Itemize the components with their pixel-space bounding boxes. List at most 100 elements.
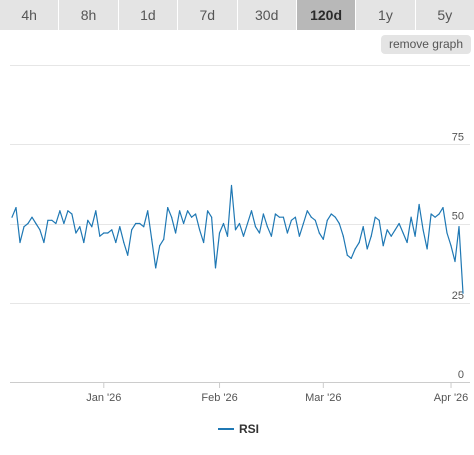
- rsi-data-point: [422, 229, 424, 231]
- rsi-data-point: [462, 292, 464, 294]
- rsi-data-point: [95, 210, 97, 212]
- rsi-data-point: [230, 184, 233, 187]
- tab-range-4h[interactable]: 4h: [0, 0, 59, 30]
- rsi-data-point: [386, 229, 388, 231]
- rsi-data-point: [127, 254, 129, 256]
- rsi-data-point: [151, 238, 153, 240]
- rsi-data-point: [458, 226, 460, 228]
- rsi-data-point: [11, 216, 13, 218]
- rsi-data-point: [135, 222, 137, 225]
- rsi-data-point: [211, 216, 213, 218]
- rsi-data-point: [71, 213, 73, 215]
- rsi-data-point: [187, 210, 189, 212]
- rsi-data-point: [175, 232, 177, 234]
- rsi-data-point: [191, 216, 193, 218]
- rsi-data-point: [370, 235, 372, 237]
- rsi-data-point: [322, 238, 324, 240]
- rsi-data-point: [242, 235, 245, 237]
- rsi-data-point: [286, 232, 288, 234]
- rsi-data-point: [131, 229, 133, 231]
- tab-range-120d[interactable]: 120d: [296, 0, 356, 30]
- rsi-data-point: [214, 267, 217, 269]
- rsi-data-point: [442, 207, 444, 209]
- rsi-data-point: [346, 254, 348, 256]
- tab-range-7d[interactable]: 7d: [178, 0, 237, 30]
- x-tick-label: Apr '26: [434, 392, 469, 404]
- rsi-data-point: [294, 216, 296, 218]
- rsi-data-point: [147, 210, 149, 212]
- remove-graph-button[interactable]: remove graph: [380, 35, 471, 54]
- rsi-data-point: [438, 213, 440, 215]
- chart-legend[interactable]: RSI: [218, 421, 259, 437]
- rsi-data-point: [430, 213, 432, 215]
- rsi-data-point: [139, 222, 141, 225]
- rsi-data-point: [155, 267, 157, 269]
- rsi-data-point: [270, 235, 272, 237]
- rsi-data-point: [23, 226, 25, 228]
- rsi-data-point: [254, 226, 257, 228]
- rsi-data-point: [358, 241, 360, 244]
- rsi-data-point: [330, 213, 332, 215]
- rsi-data-point: [163, 238, 165, 240]
- rsi-data-point: [282, 216, 284, 218]
- rsi-data-point: [59, 210, 61, 212]
- rsi-data-point: [338, 222, 340, 225]
- x-tick-label: Jan '26: [86, 392, 121, 404]
- time-range-tabs: 4h 8h 1d 7d 30d 120d 1y 5y: [0, 0, 474, 30]
- x-tick-label: Mar '26: [305, 392, 341, 404]
- rsi-data-point: [83, 241, 85, 244]
- rsi-data-point: [306, 210, 308, 212]
- rsi-data-point: [410, 216, 412, 218]
- y-tick-label: 75: [452, 131, 464, 143]
- y-tick-label: 50: [452, 211, 464, 223]
- rsi-data-point: [266, 226, 268, 228]
- rsi-data-point: [414, 235, 416, 237]
- rsi-data-point: [318, 232, 320, 234]
- rsi-data-point: [87, 219, 89, 221]
- rsi-data-point: [119, 226, 121, 228]
- rsi-data-point: [218, 232, 221, 234]
- rsi-data-point: [394, 229, 396, 231]
- rsi-data-point: [79, 226, 81, 228]
- rsi-data-point: [382, 245, 384, 247]
- rsi-data-point: [398, 222, 400, 225]
- rsi-data-point: [326, 219, 328, 221]
- rsi-data-point: [91, 226, 93, 228]
- rsi-data-point: [450, 245, 452, 247]
- tab-range-8h[interactable]: 8h: [59, 0, 118, 30]
- rsi-data-point: [226, 235, 229, 237]
- y-axis-ticks: 0 25 50 75: [452, 131, 464, 381]
- rsi-data-point: [362, 226, 364, 228]
- rsi-data-point: [107, 232, 109, 234]
- rsi-data-point: [274, 213, 276, 215]
- rsi-data-point: [203, 241, 205, 244]
- legend-label-rsi: RSI: [239, 422, 260, 436]
- rsi-data-point: [222, 222, 225, 225]
- rsi-data-point: [27, 222, 29, 225]
- rsi-series-line: [11, 184, 464, 294]
- rsi-data-point: [366, 248, 368, 250]
- rsi-data-point: [454, 260, 456, 263]
- rsi-data-point: [43, 241, 45, 244]
- rsi-data-point: [159, 245, 161, 247]
- rsi-data-point: [402, 232, 404, 234]
- rsi-data-point: [63, 222, 65, 225]
- tab-range-30d[interactable]: 30d: [237, 0, 296, 30]
- rsi-data-point: [207, 210, 209, 212]
- rsi-data-point: [262, 213, 264, 215]
- tab-range-5y[interactable]: 5y: [415, 0, 474, 30]
- rsi-data-point: [171, 216, 173, 218]
- tab-range-1y[interactable]: 1y: [356, 0, 415, 30]
- x-tick-label: Feb '26: [201, 392, 237, 404]
- rsi-data-point: [278, 216, 280, 218]
- rsi-data-point: [67, 210, 69, 212]
- rsi-data-point: [426, 248, 428, 250]
- tab-range-1d[interactable]: 1d: [118, 0, 178, 30]
- rsi-data-point: [390, 235, 392, 237]
- y-tick-label: 0: [458, 369, 464, 381]
- legend-line-swatch: [218, 428, 234, 430]
- rsi-data-point: [298, 235, 300, 237]
- rsi-data-point: [167, 207, 169, 209]
- rsi-data-point: [290, 219, 292, 221]
- rsi-data-point: [55, 222, 57, 225]
